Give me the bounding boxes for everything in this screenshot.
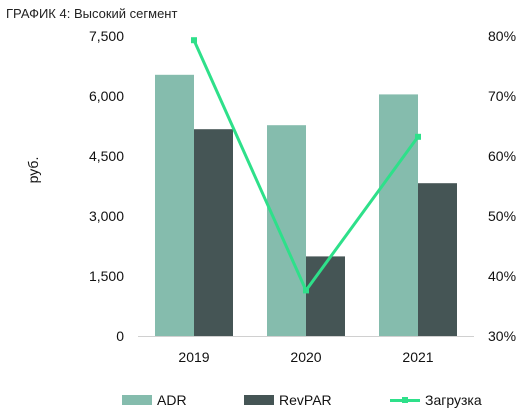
legend-swatch-revpar [244,395,274,405]
x-tick-label-2019: 2019 [178,349,209,365]
legend: ADR RevPAR Загрузка [0,392,526,412]
legend-swatch-zagruzka [390,395,420,405]
y2-tick-label: 80% [488,28,516,44]
y-tick-label: 3,000 [89,208,124,224]
y-tick-label: 1,500 [89,268,124,284]
legend-swatch-adr [122,395,152,405]
y2-tick-label: 60% [488,148,516,164]
chart-title: ГРАФИК 4: Высокий сегмент [6,6,178,21]
legend-label-zagruzka: Загрузка [425,392,482,408]
y2-tick-label: 70% [488,88,516,104]
y-tick-label: 0 [116,328,124,344]
bar-revpar-2019 [194,129,233,336]
legend-item-revpar: RevPAR [244,392,332,408]
legend-item-adr: ADR [122,392,187,408]
marker-zagruzka-2019 [191,37,197,44]
y2-tick-label: 50% [488,208,516,224]
bar-adr-2019 [155,74,194,337]
bar-adr-2020 [267,125,306,336]
marker-zagruzka-2020 [303,287,309,294]
x-tick-label-2021: 2021 [402,349,433,365]
y-tick-label: 7,500 [89,28,124,44]
marker-zagruzka-2021 [415,133,421,140]
legend-label-revpar: RevPAR [279,392,332,408]
bar-revpar-2020 [306,256,345,336]
y-axis-label: руб. [25,157,41,184]
y-tick-label: 6,000 [89,88,124,104]
bar-revpar-2021 [418,183,457,336]
y-tick-label: 4,500 [89,148,124,164]
bar-adr-2021 [379,94,418,337]
x-tick-label-2020: 2020 [290,349,321,365]
y2-tick-label: 30% [488,328,516,344]
y2-tick-label: 40% [488,268,516,284]
legend-label-adr: ADR [157,392,187,408]
legend-item-zagruzka: Загрузка [390,392,482,408]
